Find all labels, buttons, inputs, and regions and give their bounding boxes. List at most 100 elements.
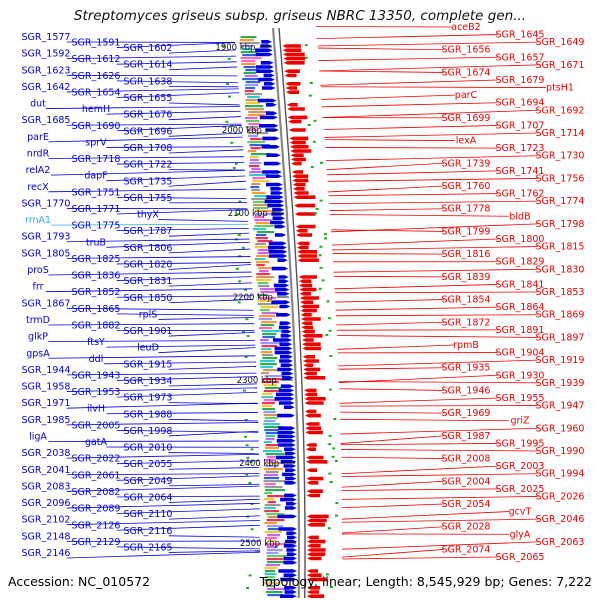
gene-label-sgr-2008[interactable]: SGR_2008	[341, 454, 490, 465]
gene-label-text: SGR_1735	[124, 176, 173, 187]
gene-label-sgr-1988[interactable]: SGR_1988	[124, 409, 258, 421]
gene-label-gcvt[interactable]: gcvT	[342, 507, 532, 520]
gene-label-text: SGR_1714	[536, 128, 585, 139]
gene-label-sgr-1657[interactable]: SGR_1657	[319, 52, 545, 63]
cog-track-segment	[257, 282, 268, 284]
cog-track-segment	[257, 231, 274, 233]
gene-label-sgr-1694[interactable]: SGR_1694	[322, 98, 544, 109]
gene-label-sgr-2028[interactable]: SGR_2028	[342, 522, 491, 533]
topology-label: Topology: linear; Length: 8,545,929 bp; …	[260, 574, 592, 589]
gene-label-sgr-1839[interactable]: SGR_1839	[334, 272, 491, 283]
gene-label-sgr-1820[interactable]: SGR_1820	[124, 259, 252, 270]
gene-label-sgr-1614[interactable]: SGR_1614	[124, 60, 238, 71]
cog-track-segment	[261, 372, 269, 374]
cog-track-segment	[244, 72, 257, 74]
forward-gene-arrow	[255, 48, 273, 52]
forward-gene-arrow	[261, 61, 274, 65]
reverse-gene-arrow	[307, 540, 326, 544]
gene-label-sgr-1714[interactable]: SGR_1714	[324, 128, 584, 139]
reverse-gene-arrow	[302, 330, 315, 334]
gene-label-sgr-2054[interactable]: SGR_2054	[342, 499, 491, 510]
cog-track-segment	[256, 264, 264, 266]
cog-track-segment	[256, 279, 272, 281]
trna-marker	[329, 330, 332, 332]
forward-gene-arrow	[271, 191, 284, 195]
forward-gene-arrow	[280, 342, 293, 346]
gene-label-sgr-1935[interactable]: SGR_1935	[338, 363, 490, 374]
reverse-gene-arrow	[306, 447, 316, 451]
gene-label-sgr-2004[interactable]: SGR_2004	[342, 476, 491, 487]
reverse-gene-arrow	[293, 183, 306, 187]
gene-label-text: SGR_1649	[536, 37, 585, 48]
gene-leader-line	[328, 178, 538, 181]
gene-label-sgr-1969[interactable]: SGR_1969	[340, 408, 490, 419]
forward-gene-arrow	[279, 359, 293, 363]
gene-label-text: SGR_1836	[72, 271, 121, 282]
gene-label-sgr-1864[interactable]: SGR_1864	[336, 302, 545, 313]
forward-gene-arrow	[276, 393, 294, 397]
reverse-gene-arrow	[300, 296, 319, 300]
gene-label-sgr-1904[interactable]: SGR_1904	[338, 348, 545, 359]
gene-label-sgr-1723[interactable]: SGR_1723	[325, 143, 544, 154]
gene-label-sgr-2064[interactable]: SGR_2064	[124, 493, 260, 504]
cog-track-segment	[246, 81, 261, 83]
gene-label-aceb2[interactable]: aceB2	[316, 22, 481, 33]
gene-label-sgr-1800[interactable]: SGR_1800	[332, 234, 545, 245]
gene-label-text: SGR_1799	[442, 226, 491, 237]
forward-gene-arrow	[282, 473, 296, 477]
cog-track-segment	[263, 423, 280, 425]
gene-label-sgr-1679[interactable]: SGR_1679	[320, 75, 544, 86]
trna-marker	[228, 96, 231, 98]
gene-label-sgr-1722[interactable]: SGR_1722	[124, 160, 245, 171]
gene-label-text: SGR_2046	[536, 514, 585, 525]
cog-track-segment	[245, 75, 258, 77]
cog-track-segment	[265, 504, 281, 506]
trna-marker	[322, 279, 325, 281]
gene-label-sgr-1841[interactable]: SGR_1841	[334, 279, 544, 290]
gene-label-text: SGR_1865	[72, 304, 121, 315]
reverse-gene-arrow	[304, 393, 317, 397]
forward-gene-arrow	[278, 527, 297, 531]
gene-label-sgr-1674[interactable]: SGR_1674	[320, 67, 491, 78]
gene-label-sgr-1816[interactable]: SGR_1816	[333, 249, 491, 260]
gene-label-sgr-1708[interactable]: SGR_1708	[124, 143, 244, 154]
reverse-gene-arrow	[301, 309, 317, 313]
gene-label-sgr-1656[interactable]: SGR_1656	[318, 45, 491, 56]
forward-gene-arrow	[279, 389, 294, 393]
gene-label-sgr-2049[interactable]: SGR_2049	[124, 476, 260, 487]
gene-label-leud[interactable]: leuD	[137, 343, 255, 354]
forward-gene-arrow	[278, 443, 296, 447]
gene-label-sgr-1915[interactable]: SGR_1915	[124, 359, 257, 370]
gene-label-sgr-1901[interactable]: SGR_1901	[124, 326, 255, 337]
gene-label-sgr-1831[interactable]: SGR_1831	[124, 276, 253, 287]
cog-track-segment	[265, 417, 278, 419]
gene-leader-line	[117, 314, 254, 315]
gene-label-sgr-1854[interactable]: SGR_1854	[335, 295, 490, 306]
gene-label-sgr-1787[interactable]: SGR_1787	[124, 226, 250, 237]
forward-gene-arrow	[266, 111, 278, 115]
gene-label-ftsy[interactable]: ftsY	[87, 337, 255, 348]
gene-label-sgr-2010[interactable]: SGR_2010	[124, 443, 259, 454]
gene-label-parc[interactable]: parC	[321, 90, 477, 101]
gene-label-sgr-1645[interactable]: SGR_1645	[317, 30, 545, 41]
forward-gene-arrow	[260, 116, 278, 120]
gene-label-sgr-1987[interactable]: SGR_1987	[341, 431, 491, 444]
gene-label-sgr-1707[interactable]: SGR_1707	[324, 120, 545, 131]
gene-label-sgr-1760[interactable]: SGR_1760	[328, 181, 490, 192]
gene-label-sgr-1577[interactable]: SGR_1577	[22, 32, 235, 43]
cog-track-segment	[256, 273, 270, 275]
gene-label-rpmb[interactable]: rpmB	[337, 340, 478, 351]
gene-label-sgr-1771[interactable]: SGR_1771	[72, 204, 248, 215]
gene-label-text: rrnA1	[25, 215, 51, 226]
gene-label-sgr-1799[interactable]: SGR_1799	[331, 226, 490, 237]
forward-gene-arrow	[264, 162, 281, 166]
gene-label-sgr-1946[interactable]: SGR_1946	[339, 385, 490, 396]
gene-label-sgr-1829[interactable]: SGR_1829	[333, 257, 544, 268]
gene-label-griz[interactable]: griZ	[340, 416, 530, 427]
trna-marker	[311, 166, 314, 168]
gene-label-sgr-1778[interactable]: SGR_1778	[330, 204, 491, 215]
gene-leader-line	[158, 348, 255, 353]
gene-leader-line	[158, 318, 254, 320]
gene-label-bldb[interactable]: bldB	[330, 211, 530, 222]
gene-label-sgr-1872[interactable]: SGR_1872	[336, 317, 490, 328]
